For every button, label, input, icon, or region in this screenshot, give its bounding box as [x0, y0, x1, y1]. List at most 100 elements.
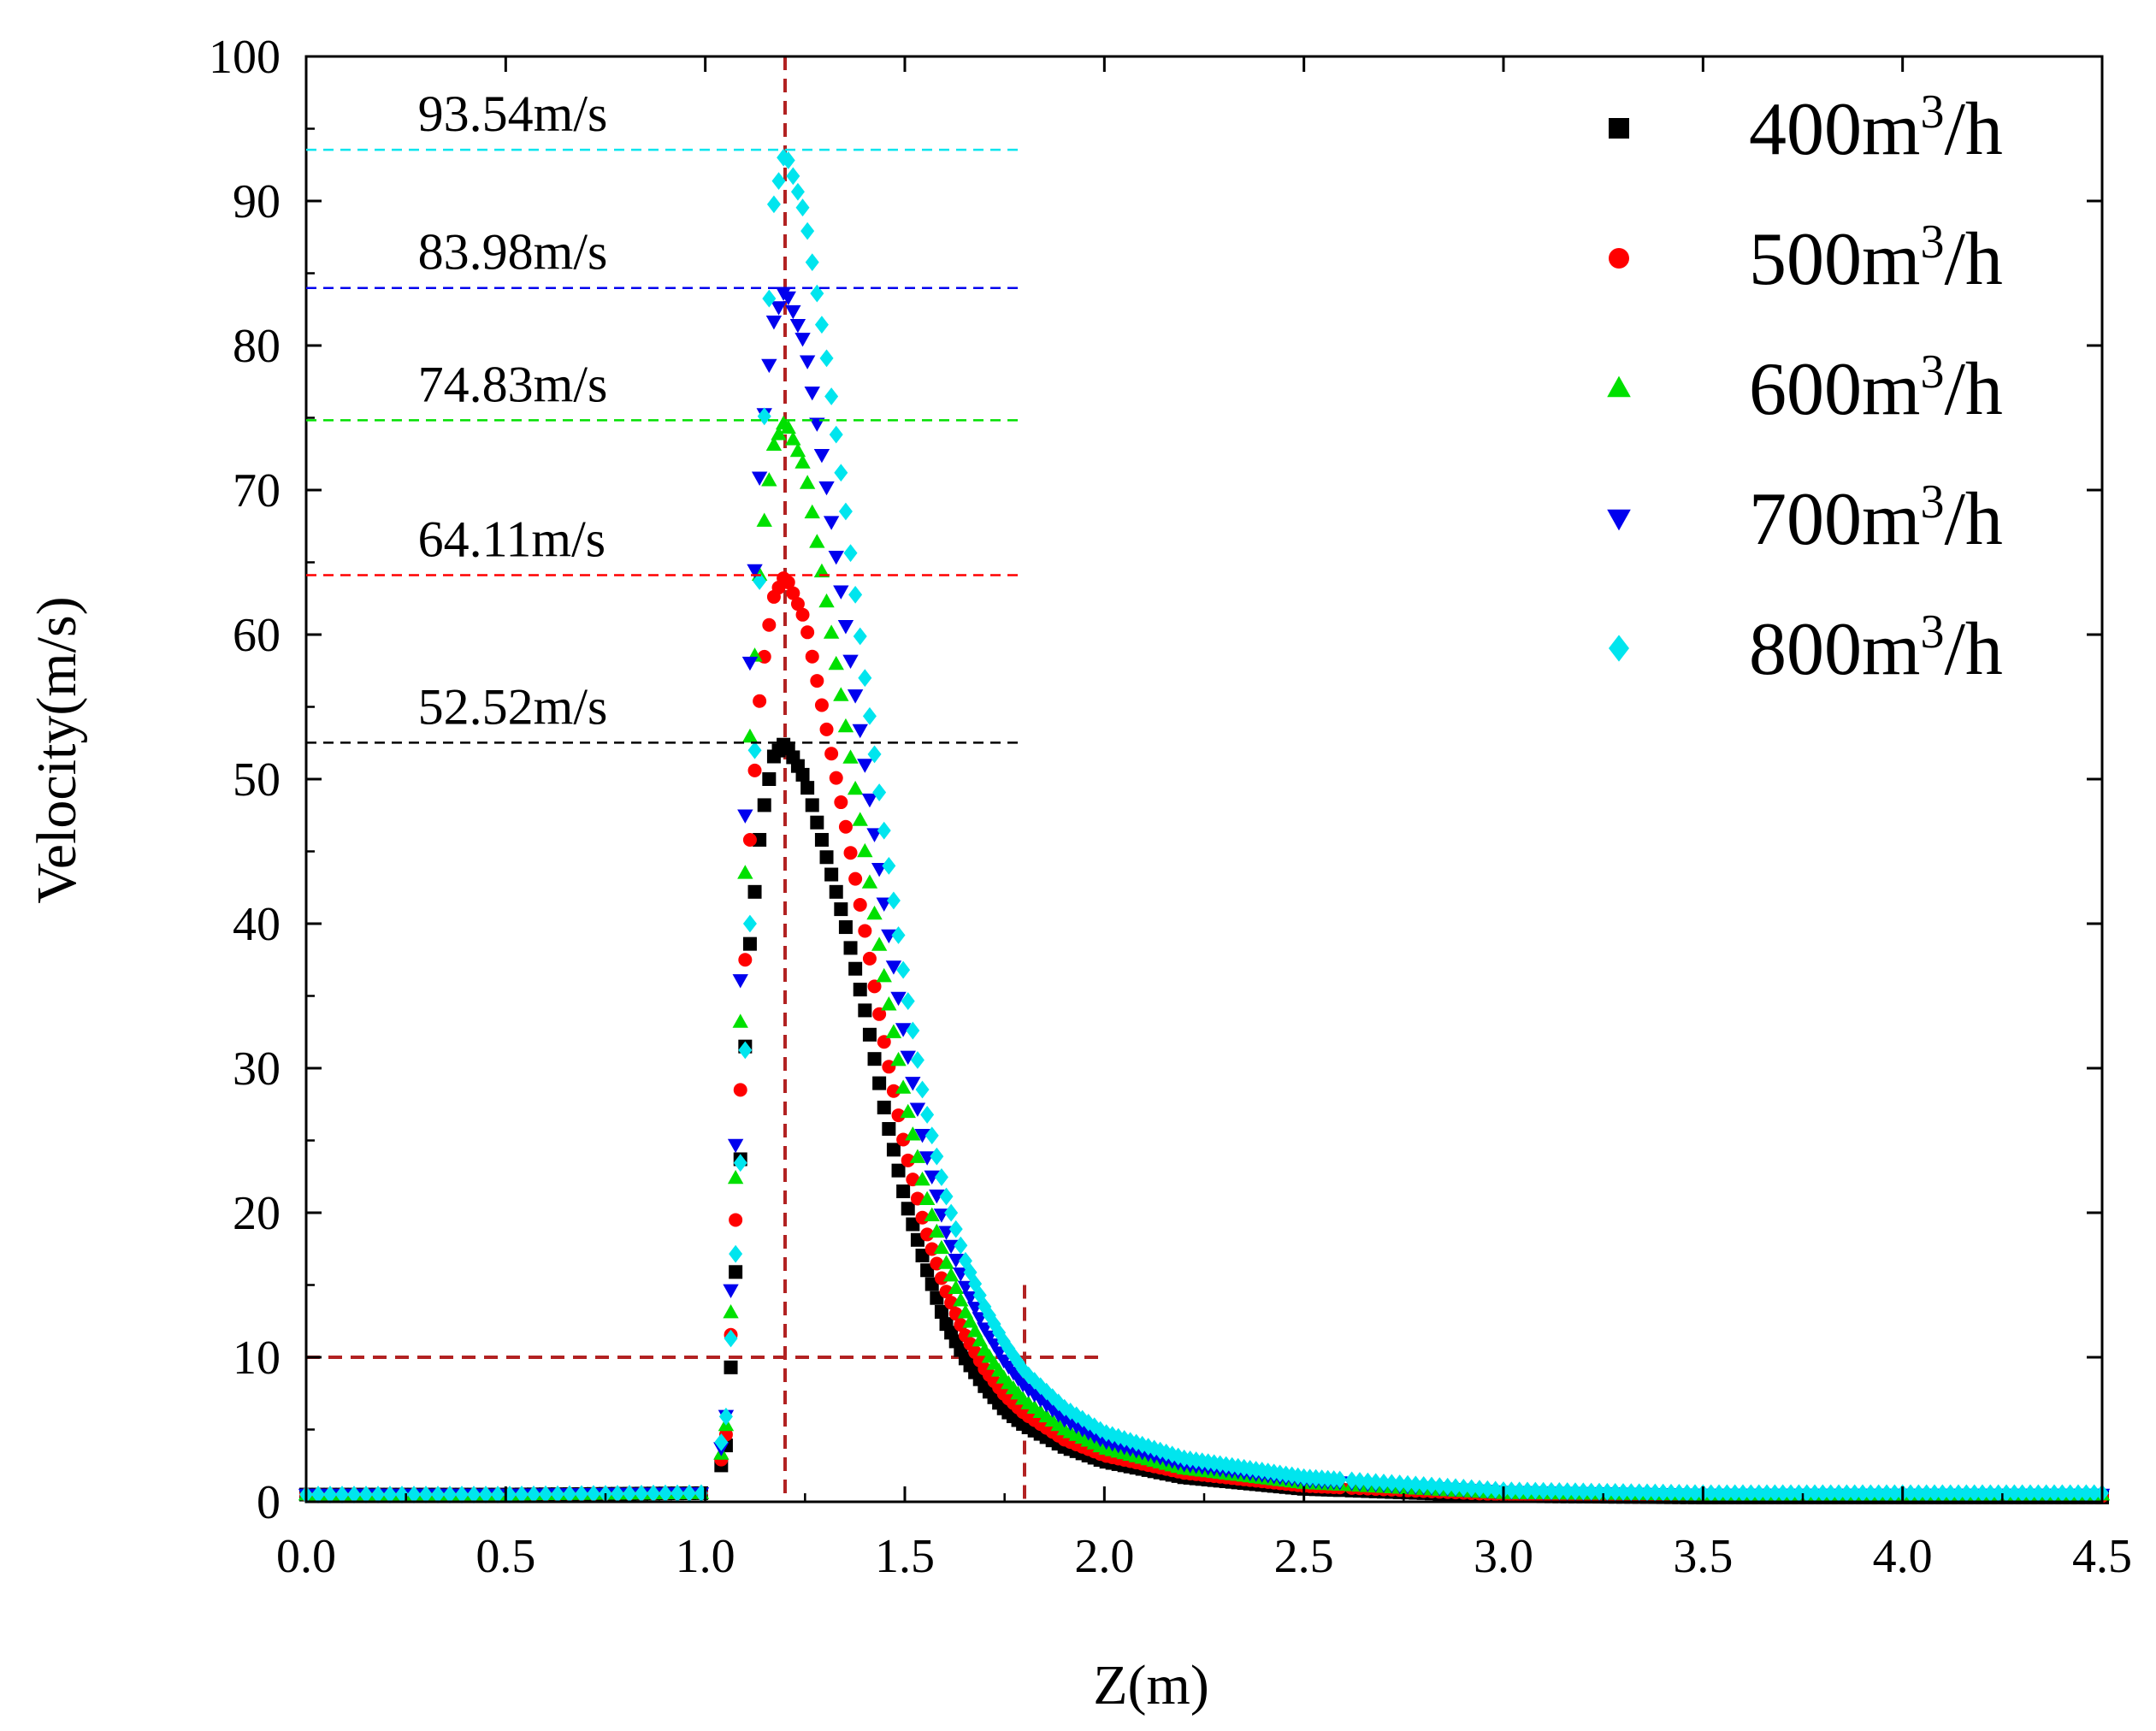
data-point [800, 222, 815, 240]
series-800m3h [299, 148, 2109, 1504]
data-point [829, 425, 843, 444]
data-point [901, 992, 915, 1010]
data-point [954, 1236, 968, 1255]
data-point [479, 1486, 493, 1504]
data-point [915, 1249, 930, 1263]
data-point [895, 1023, 912, 1037]
data-point [1688, 1484, 1702, 1503]
data-point [789, 442, 806, 458]
data-point [724, 1329, 738, 1348]
data-point [781, 575, 795, 589]
data-point [805, 649, 819, 664]
data-point [1001, 1339, 1016, 1358]
data-point [1117, 1430, 1131, 1448]
data-point [867, 979, 882, 994]
data-point [934, 1271, 948, 1285]
legend-marker-700m3h [1607, 509, 1631, 531]
data-point [1123, 1432, 1137, 1450]
data-point [1592, 1482, 1606, 1501]
data-point [1081, 1413, 1096, 1432]
data-point [1129, 1433, 1143, 1452]
x-tick-label: 2.5 [1274, 1530, 1334, 1583]
data-point [924, 1207, 940, 1222]
y-axis-title: Velocity(m/s) [26, 596, 88, 903]
data-point [886, 1143, 901, 1157]
data-point [780, 419, 796, 434]
data-point [824, 747, 839, 761]
data-point [934, 1304, 948, 1319]
data-point [914, 1171, 930, 1186]
data-point [1560, 1482, 1574, 1500]
peak-annotations: 52.52m/s 64.11m/s 74.83m/s 83.98m/s 93.54m/s [306, 86, 1025, 744]
data-point [1464, 1479, 1479, 1498]
x-tick-label: 1.0 [676, 1530, 735, 1583]
data-point [862, 951, 877, 966]
data-point [738, 953, 753, 967]
data-point [867, 745, 882, 764]
data-point [765, 436, 783, 452]
data-point [503, 1486, 517, 1504]
data-point [1624, 1483, 1639, 1502]
data-point [1027, 1372, 1042, 1390]
data-point [1712, 1484, 1726, 1503]
data-point [756, 512, 772, 527]
data-point [1075, 1409, 1090, 1428]
data-point [818, 593, 835, 608]
data-point [1887, 1484, 1902, 1503]
data-point [1045, 1388, 1060, 1406]
data-point [896, 1184, 911, 1198]
data-point [938, 1255, 954, 1269]
data-point [877, 1035, 891, 1049]
x-tick-label: 4.0 [1873, 1530, 1933, 1583]
data-point [311, 1486, 325, 1504]
data-point [909, 1149, 926, 1163]
data-point [861, 793, 878, 808]
data-point [1600, 1482, 1615, 1501]
data-point [2063, 1484, 2077, 1503]
data-points [298, 148, 2111, 1504]
data-point [647, 1484, 660, 1503]
y-tick-label: 0 [257, 1476, 281, 1529]
data-point [1512, 1481, 1527, 1500]
data-point [857, 842, 873, 858]
data-point [920, 1106, 935, 1124]
y-tick-label: 10 [233, 1332, 281, 1385]
data-point [848, 871, 863, 886]
data-point [987, 1314, 1001, 1333]
data-point [804, 504, 820, 519]
peak-label-800m3h: 93.54m/s [418, 86, 608, 142]
data-point [790, 182, 805, 201]
data-point [761, 358, 777, 374]
data-point [1832, 1484, 1846, 1503]
x-tick-label: 0.5 [476, 1530, 535, 1583]
data-point [862, 706, 877, 725]
data-point [1039, 1382, 1054, 1401]
data-point [575, 1485, 588, 1504]
data-point [920, 1263, 935, 1278]
data-point [587, 1485, 600, 1504]
x-tick-label: 2.0 [1074, 1530, 1134, 1583]
data-point [996, 1332, 1011, 1350]
data-point [882, 857, 896, 875]
data-point [954, 1318, 968, 1332]
legend-label-800m3h: 800m3/h [1749, 606, 2003, 691]
data-point [1416, 1475, 1431, 1494]
data-point [852, 812, 868, 826]
data-point [1361, 1472, 1375, 1491]
data-point [939, 1285, 954, 1299]
data-point [635, 1485, 648, 1503]
data-point [857, 759, 873, 773]
data-point [881, 996, 897, 1011]
data-point [766, 195, 781, 214]
data-point [1332, 1470, 1347, 1489]
data-point [1935, 1484, 1950, 1503]
data-point [732, 974, 748, 989]
data-point [810, 674, 824, 688]
data-point [1871, 1484, 1886, 1503]
data-point [872, 783, 887, 801]
data-point [1536, 1481, 1551, 1500]
data-point [906, 1021, 920, 1040]
data-point [623, 1485, 636, 1503]
data-point [2055, 1484, 2070, 1503]
data-point [727, 1138, 744, 1154]
